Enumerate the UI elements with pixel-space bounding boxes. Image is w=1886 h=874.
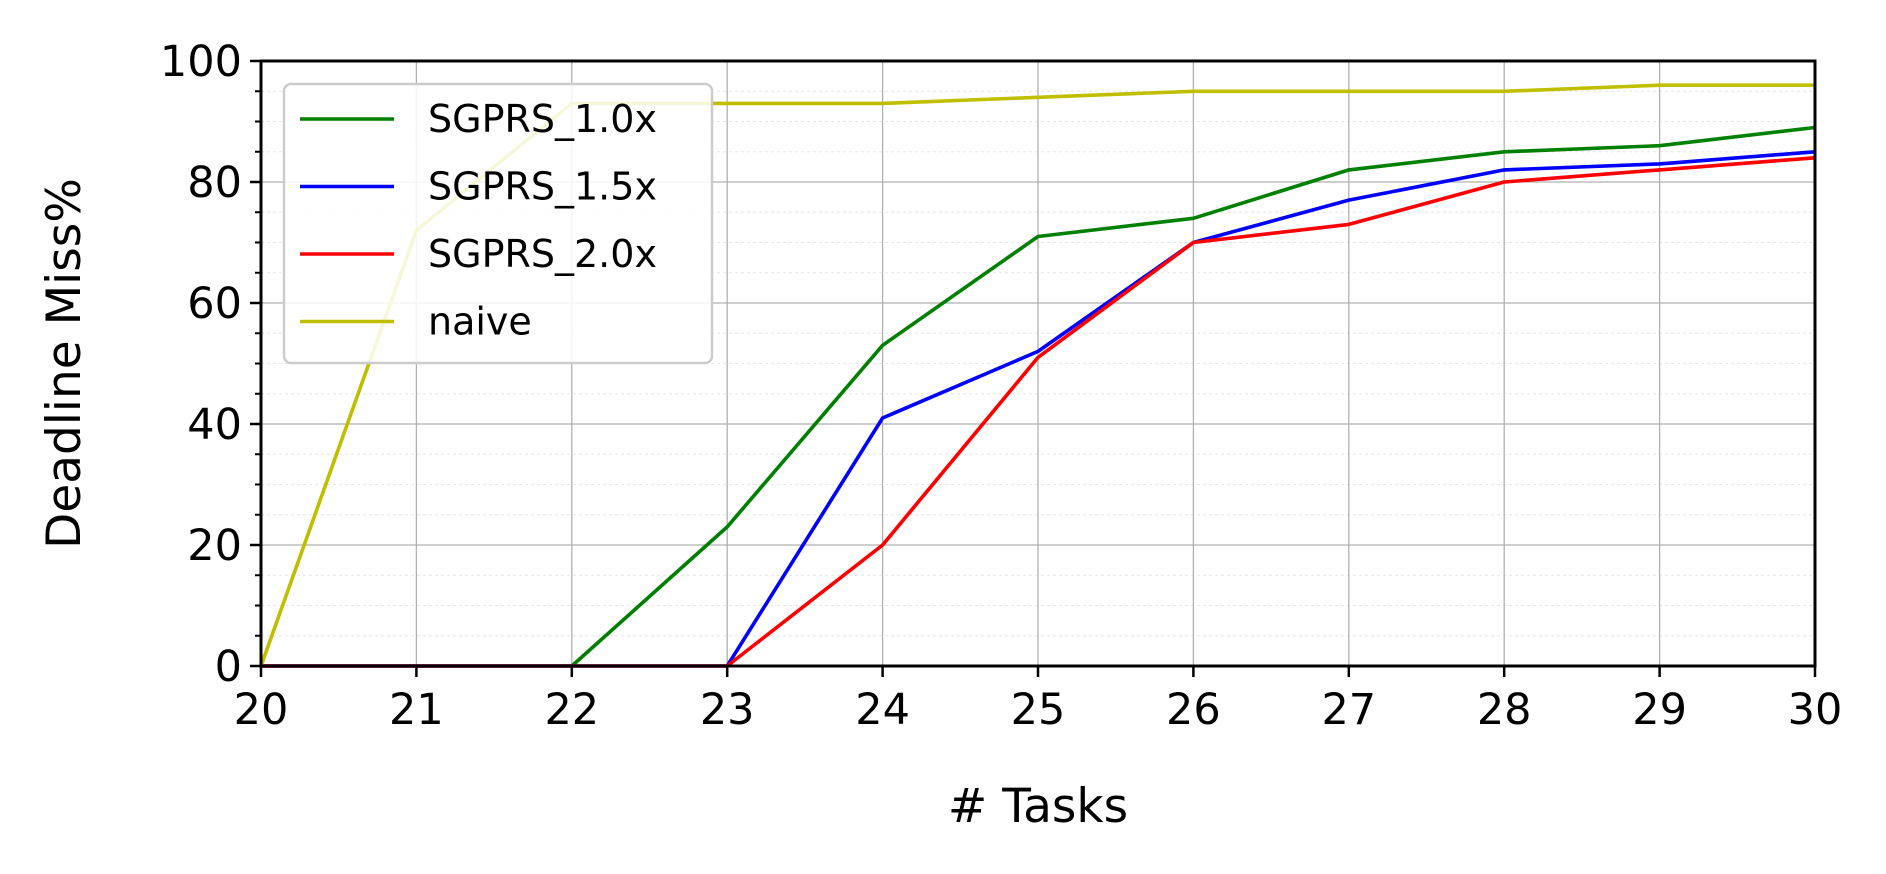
- x-tick-label: 30: [1788, 685, 1843, 735]
- legend-label-sgprs-1-0x: SGPRS_1.0x: [428, 97, 657, 141]
- y-tick-label: 40: [187, 400, 242, 450]
- y-axis-label: Deadline Miss%: [37, 178, 92, 549]
- legend-box: [282, 82, 714, 365]
- x-tick-label: 20: [234, 685, 289, 735]
- y-tick-label: 0: [215, 642, 242, 692]
- x-tick-label: 27: [1321, 685, 1376, 735]
- x-tick-label: 21: [389, 685, 444, 735]
- x-tick-label: 22: [544, 685, 599, 735]
- y-tick-labels: 0 20 40 60 80 100: [160, 37, 242, 692]
- x-axis-label: # Tasks: [948, 779, 1128, 834]
- x-tick-label: 24: [855, 685, 910, 735]
- y-tick-label: 100: [160, 37, 242, 87]
- y-tick-label: 80: [187, 158, 242, 208]
- x-tick-label: 29: [1632, 685, 1687, 735]
- y-tick-label: 20: [187, 521, 242, 571]
- legend-label-sgprs-2-0x: SGPRS_2.0x: [428, 232, 657, 276]
- y-tick-label: 60: [187, 279, 242, 329]
- axis-ticks: [250, 59, 1817, 677]
- x-tick-label: 26: [1166, 685, 1221, 735]
- x-tick-label: 25: [1011, 685, 1066, 735]
- x-tick-label: 28: [1477, 685, 1532, 735]
- legend-label-sgprs-1-5x: SGPRS_1.5x: [428, 165, 657, 209]
- x-tick-labels: 20 21 22 23 24 25 26 27 28 29 30: [234, 685, 1843, 735]
- legend-label-naive: naive: [428, 300, 532, 344]
- x-tick-label: 23: [700, 685, 755, 735]
